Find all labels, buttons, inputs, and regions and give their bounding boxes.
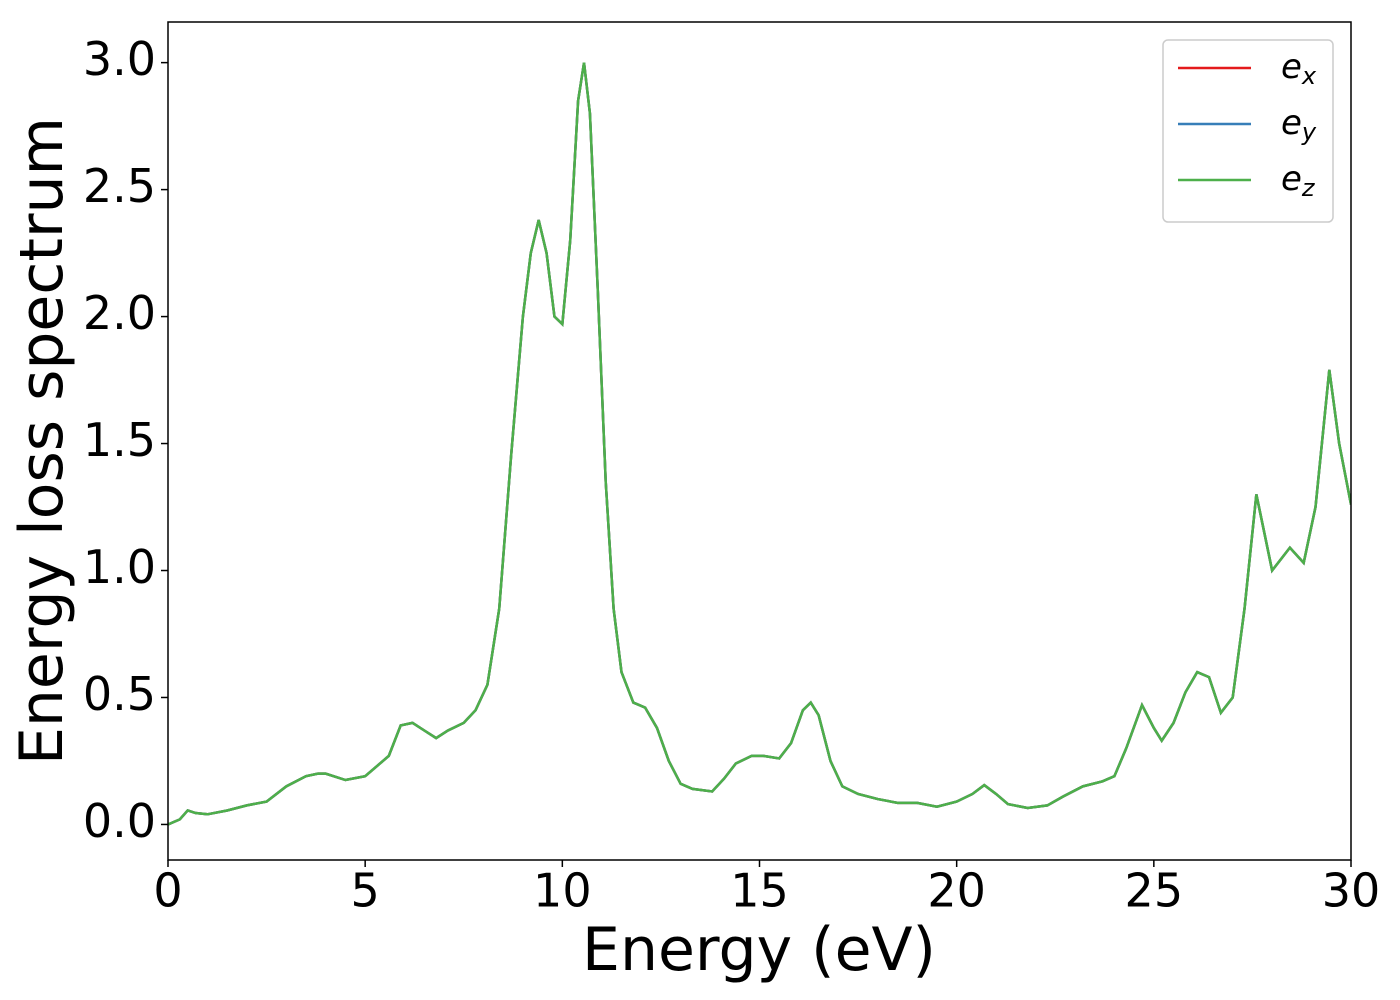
y-tick-label: 1.0 — [83, 540, 156, 594]
x-tick-label: 0 — [153, 864, 182, 918]
y-axis-label: Energy loss spectrum — [7, 117, 77, 765]
y-tick-label: 2.0 — [83, 286, 156, 340]
y-tick-label: 2.5 — [83, 159, 156, 213]
legend-label: ex — [1281, 47, 1317, 91]
legend-box — [1162, 39, 1334, 223]
legend-label: ey — [1281, 103, 1317, 147]
legend-label: ez — [1281, 159, 1316, 203]
y-tick-label: 1.5 — [83, 413, 156, 467]
x-tick-label: 5 — [351, 864, 380, 918]
series-line — [168, 62, 1351, 826]
plot-frame — [167, 21, 1352, 861]
x-tick-label: 15 — [730, 864, 789, 918]
x-tick-label: 30 — [1322, 864, 1381, 918]
x-tick-label: 10 — [533, 864, 592, 918]
x-tick-label: 20 — [927, 864, 986, 918]
y-tick-label: 0.5 — [83, 667, 156, 721]
y-tick-label: 0.0 — [83, 794, 156, 848]
y-tick-label: 3.0 — [83, 32, 156, 86]
x-axis-label: Energy (eV) — [582, 915, 936, 985]
x-tick-label: 25 — [1125, 864, 1184, 918]
